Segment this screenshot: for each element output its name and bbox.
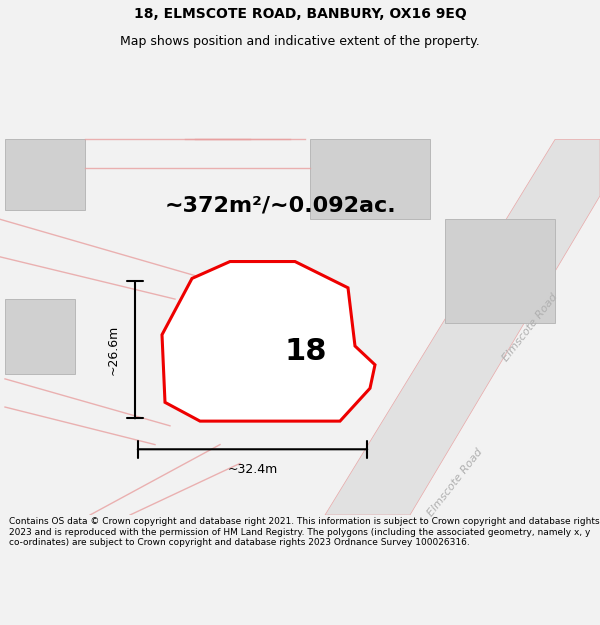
- Polygon shape: [5, 299, 75, 374]
- Text: ~372m²/~0.092ac.: ~372m²/~0.092ac.: [164, 195, 396, 215]
- Text: Map shows position and indicative extent of the property.: Map shows position and indicative extent…: [120, 35, 480, 48]
- Polygon shape: [325, 139, 600, 515]
- Polygon shape: [5, 139, 85, 210]
- Polygon shape: [162, 261, 375, 421]
- Text: 18, ELMSCOTE ROAD, BANBURY, OX16 9EQ: 18, ELMSCOTE ROAD, BANBURY, OX16 9EQ: [134, 7, 466, 21]
- Polygon shape: [445, 219, 555, 322]
- Text: ~32.4m: ~32.4m: [227, 464, 278, 476]
- Text: 18: 18: [284, 338, 327, 366]
- Text: Contains OS data © Crown copyright and database right 2021. This information is : Contains OS data © Crown copyright and d…: [9, 518, 599, 547]
- Polygon shape: [310, 139, 430, 219]
- Text: Elmscote Road: Elmscote Road: [500, 291, 559, 363]
- Text: Elmscote Road: Elmscote Road: [425, 446, 484, 518]
- Text: ~26.6m: ~26.6m: [107, 324, 119, 375]
